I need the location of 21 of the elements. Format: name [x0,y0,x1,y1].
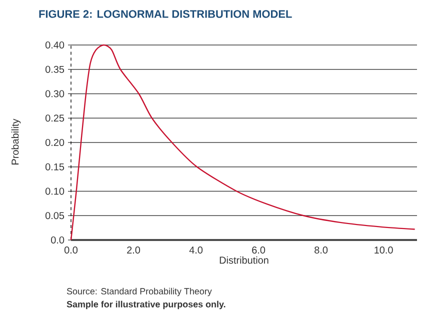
x-axis-title: Distribution [220,256,268,264]
y-tick-label: 0.20 [45,138,64,146]
y-tick-label: 0.15 [45,163,64,170]
x-tick-label: 10.0 [374,246,393,254]
y-tick-label: 0.30 [45,90,64,98]
y-tick-label: 0.0 [51,236,64,244]
y-tick-label: 0.25 [45,114,64,122]
y-tick-label: 0.40 [45,41,64,49]
x-tick-label: 8.0 [314,246,328,254]
x-tick-label: 6.0 [252,246,266,254]
x-tick-label: 4.0 [189,246,203,254]
text: Sample for illustrative purposes only. [66,300,226,310]
y-tick-label: 0.35 [45,66,64,73]
chart-title: FIGURE 2: LOGNORMAL DISTRIBUTION MODEL [39,10,292,18]
y-tick-label: 0.10 [45,188,64,195]
x-tick-label: 0.0 [64,246,78,254]
y-axis-title: Probability [11,118,21,164]
line-series [70,44,416,241]
source-note: Source: Standard Probability Theory [66,288,212,296]
x-tick-label: 2.0 [127,246,140,254]
y-tick-label: 0.05 [45,212,64,220]
